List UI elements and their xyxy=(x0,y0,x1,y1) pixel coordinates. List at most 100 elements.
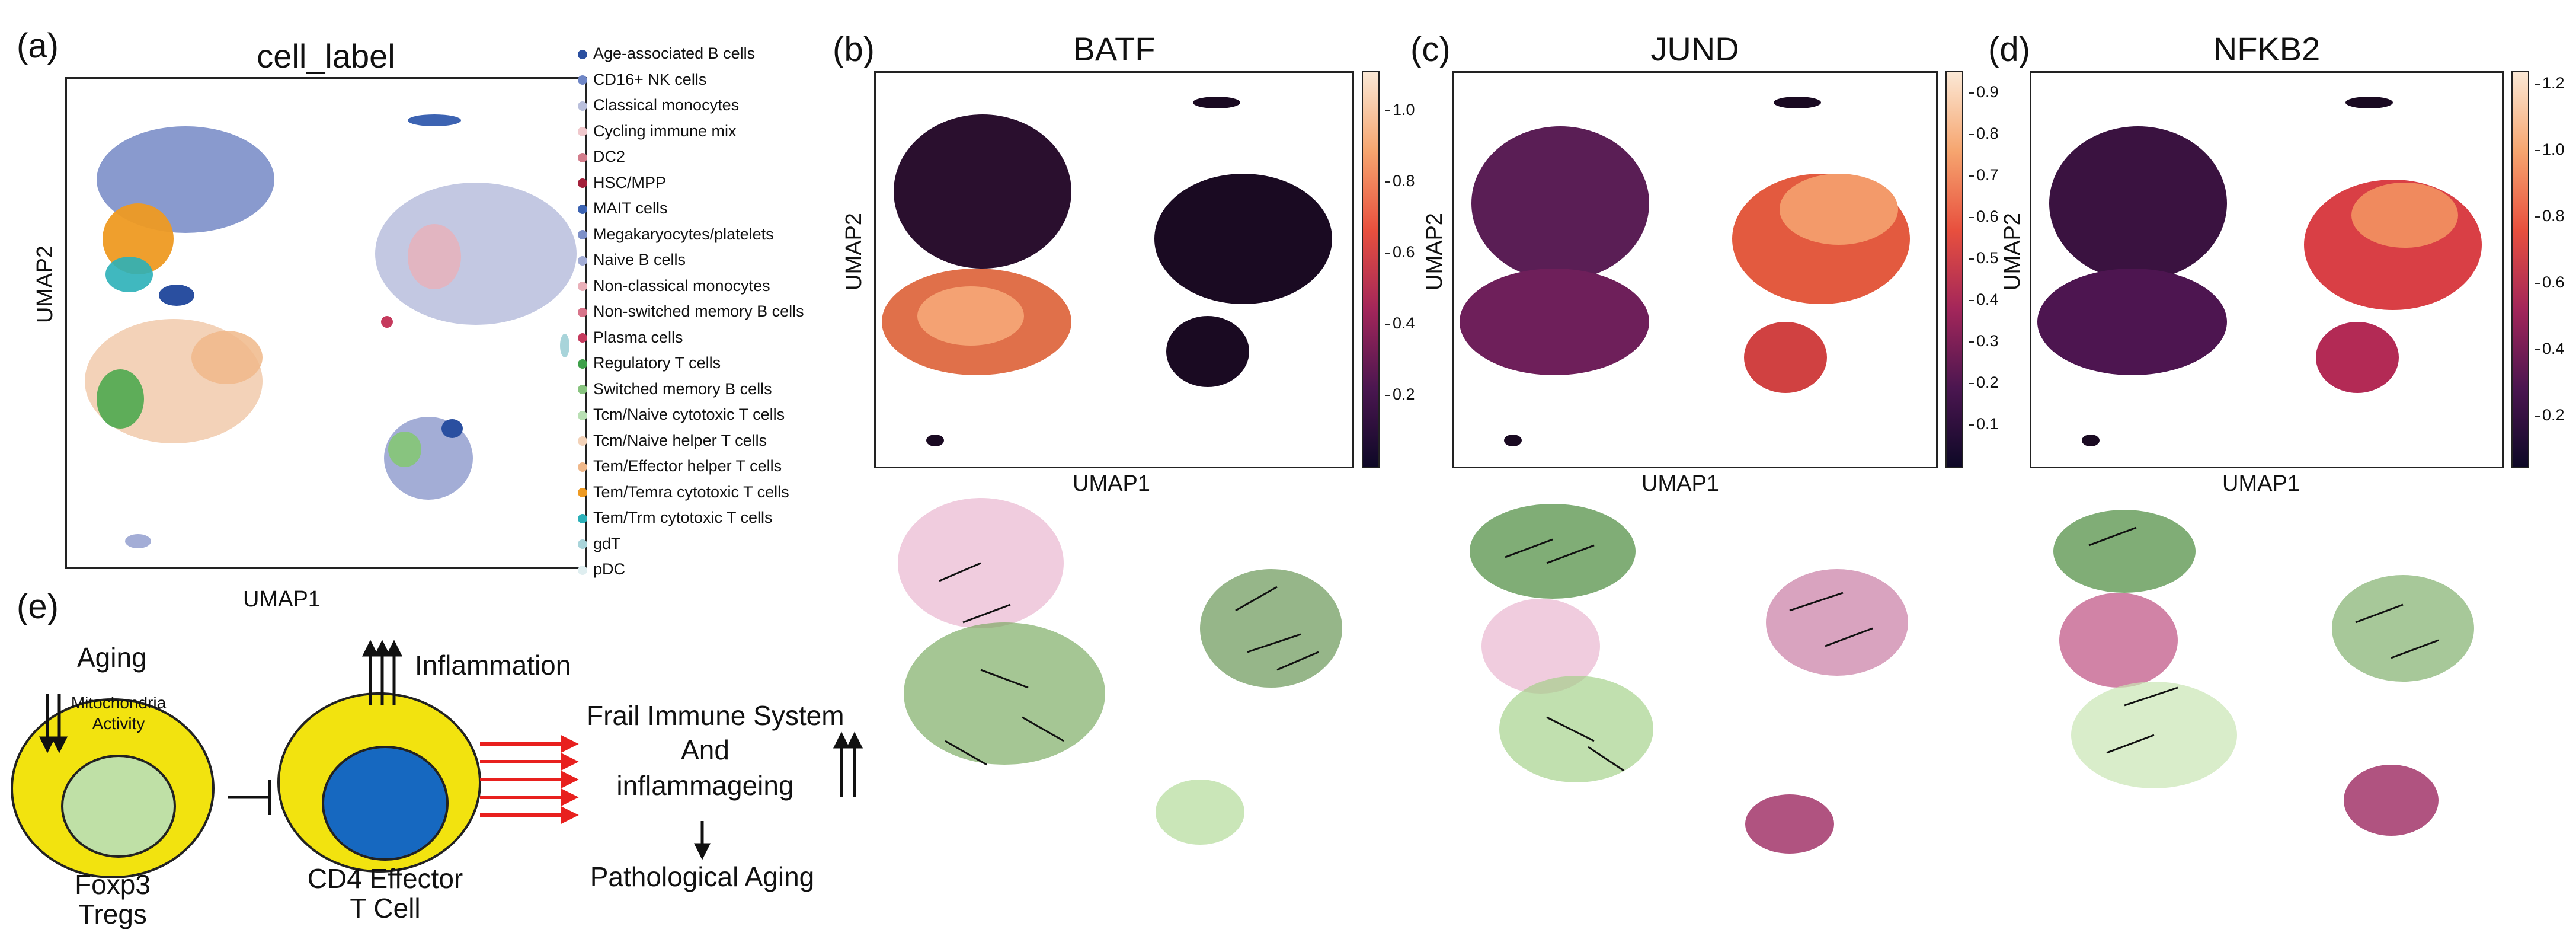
panel-b-title: BATF xyxy=(1073,30,1156,68)
aging-down-arrows xyxy=(39,694,68,753)
expr-region xyxy=(1460,269,1649,375)
expr-region xyxy=(894,114,1071,269)
panel-d-colorbar xyxy=(2511,71,2529,468)
effector-text-2: T Cell xyxy=(350,893,421,924)
colorbar-tick-label: 0.8 xyxy=(1385,172,1415,190)
expr-region xyxy=(926,435,944,446)
colorbar-tick-label: 0.6 xyxy=(2535,273,2565,291)
colorbar-tick-label: 1.0 xyxy=(1385,101,1415,119)
cluster-pdc xyxy=(125,534,151,548)
legend-marker xyxy=(578,385,587,395)
legend-item: Naive B cells xyxy=(578,251,686,269)
legend-item: Tem/Temra cytotoxic T cells xyxy=(578,483,789,501)
cluster-tem-temra xyxy=(103,203,174,274)
mito-text-2: Activity xyxy=(92,714,145,733)
legend-item: HSC/MPP xyxy=(578,174,666,192)
velocity-cluster xyxy=(1481,599,1600,694)
expr-region xyxy=(2351,183,2458,248)
legend-marker xyxy=(578,152,587,162)
panel-c-ylabel: UMAP2 xyxy=(1422,213,1447,290)
legend-marker xyxy=(578,230,587,240)
expr-region xyxy=(2316,322,2399,393)
colorbar-tick-label: 0.8 xyxy=(2535,207,2565,225)
legend-marker xyxy=(578,204,587,214)
cluster-tem-trm xyxy=(105,257,153,292)
legend-marker xyxy=(578,178,587,189)
velocity-cluster xyxy=(2344,765,2439,836)
legend-label: HSC/MPP xyxy=(593,173,667,191)
velocity-field-batf-svg xyxy=(898,498,1342,845)
colorbar-tick-label: 0.2 xyxy=(1969,373,1999,391)
panel-b-ylabel: UMAP2 xyxy=(841,213,866,290)
colorbar-tick-label: 0.9 xyxy=(1969,83,1999,101)
expr-region xyxy=(1744,322,1827,393)
inflammation-up-arrows xyxy=(361,640,403,705)
cluster-nonclassical-mono xyxy=(408,224,461,289)
cluster-mait xyxy=(159,285,194,306)
legend-item: Megakaryocytes/platelets xyxy=(578,225,774,244)
frail-up-arrows xyxy=(833,731,863,797)
colorbar-tick-label: 0.1 xyxy=(1969,415,1999,433)
legend-label: Non-switched memory B cells xyxy=(593,302,804,320)
legend-label: Tcm/Naive cytotoxic T cells xyxy=(593,405,785,423)
panel-a-scatter xyxy=(85,114,577,548)
legend-label: Classical monocytes xyxy=(593,96,740,114)
legend-item: Tcm/Naive cytotoxic T cells xyxy=(578,405,785,424)
panel-b-xlabel: UMAP1 xyxy=(1073,471,1150,496)
velocity-cluster xyxy=(1200,569,1342,688)
colorbar-tick-label: 0.3 xyxy=(1969,332,1999,350)
legend-label: Megakaryocytes/platelets xyxy=(593,225,774,243)
velocity-field-jund xyxy=(1458,492,1908,871)
panel-b-umap-plot xyxy=(874,71,1354,468)
panel-b-label: (b) xyxy=(833,30,875,69)
panel-a-title: cell_label xyxy=(257,37,395,75)
panel-b-colorbar xyxy=(1362,71,1380,468)
expr-region xyxy=(2037,269,2227,375)
legend-marker xyxy=(578,462,587,472)
legend-item: Classical monocytes xyxy=(578,96,739,114)
legend-label: pDC xyxy=(593,560,626,578)
red-arrows xyxy=(480,735,579,824)
colorbar-tick-label: 0.6 xyxy=(1969,207,1999,225)
legend-label: Tcm/Naive helper T cells xyxy=(593,431,767,449)
cluster-treg xyxy=(97,369,144,429)
panel-c-xlabel: UMAP1 xyxy=(1641,471,1719,496)
colorbar-tick-label: 0.5 xyxy=(1969,249,1999,267)
legend-marker xyxy=(578,333,587,343)
velocity-cluster xyxy=(2332,575,2474,682)
expr-region xyxy=(2345,97,2393,108)
panel-d-title: NFKB2 xyxy=(2213,30,2321,68)
legend-item: MAIT cells xyxy=(578,199,668,218)
panel-e-label: (e) xyxy=(17,587,59,626)
legend-item: Tem/Effector helper T cells xyxy=(578,457,782,475)
colorbar-tick-label: 0.4 xyxy=(2535,340,2565,357)
expr-region xyxy=(1471,126,1649,280)
panel-c-title: JUND xyxy=(1650,30,1739,68)
colorbar-tick-label: 0.7 xyxy=(1969,166,1999,184)
legend-item: CD16+ NK cells xyxy=(578,71,706,89)
frail-text-2: And xyxy=(681,734,729,765)
legend-label: DC2 xyxy=(593,148,626,165)
legend-label: Tem/Temra cytotoxic T cells xyxy=(593,483,789,501)
expr-region xyxy=(917,286,1024,346)
panel-a-xlabel: UMAP1 xyxy=(243,587,321,612)
legend-marker xyxy=(578,436,587,446)
legend-item: Plasma cells xyxy=(578,328,683,347)
velocity-cluster xyxy=(1499,676,1653,782)
legend-label: Non-classical monocytes xyxy=(593,276,770,295)
frail-text-3: inflammageing xyxy=(616,770,794,801)
treg-nucleus xyxy=(61,755,176,858)
legend-marker xyxy=(578,513,587,523)
velocity-cluster xyxy=(904,622,1105,765)
legend-label: Tem/Trm cytotoxic T cells xyxy=(593,509,773,526)
panel-a-legend: Age-associated B cells CD16+ NK cells Clas… xyxy=(578,44,856,590)
colorbar-tick-label: 0.4 xyxy=(1385,314,1415,332)
expr-region xyxy=(1193,97,1240,108)
legend-item: Non-classical monocytes xyxy=(578,277,770,295)
velocity-field-nfkb2-svg xyxy=(2053,510,2474,836)
velocity-arrows xyxy=(1505,538,1873,772)
treg-text-2: Tregs xyxy=(78,899,147,929)
legend-marker xyxy=(578,101,587,111)
legend-item: Tcm/Naive helper T cells xyxy=(578,432,767,450)
colorbar-tick-label: 1.2 xyxy=(2535,74,2565,92)
